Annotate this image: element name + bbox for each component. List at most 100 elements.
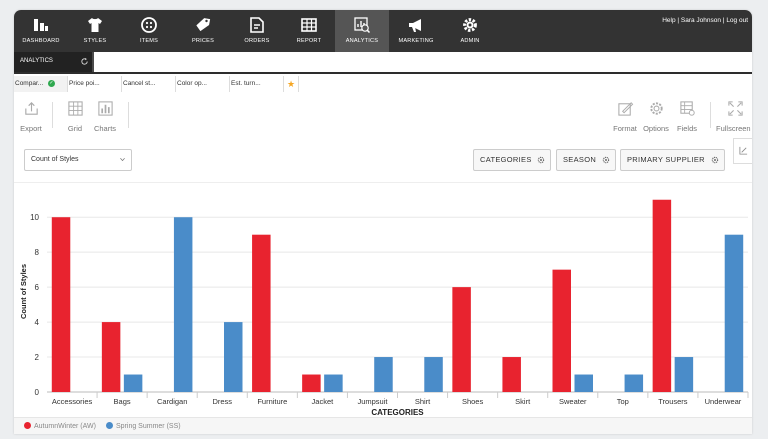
format-button[interactable]: Format [608, 100, 642, 134]
fullscreen-label: Fullscreen [716, 124, 751, 133]
tab-price-points[interactable]: Price poi... [68, 76, 122, 92]
primary-supplier-filter-label: PRIMARY SUPPLIER [627, 155, 705, 164]
report-tabs: Compar... ✓ Price poi... Cancel st... Co… [14, 74, 752, 95]
fullscreen-button[interactable]: Fullscreen [716, 100, 752, 134]
x-tick-label: Bags [114, 397, 131, 406]
bar-ss [374, 357, 393, 392]
grid-icon [68, 101, 83, 116]
nav-marketing[interactable]: MARKETING [389, 10, 443, 52]
y-axis-title: Count of Styles [19, 264, 28, 319]
x-tick-label: Shirt [415, 397, 431, 406]
export-icon [25, 102, 38, 115]
tab-cancel-status[interactable]: Cancel st... [122, 76, 176, 92]
bar-ss [224, 322, 243, 392]
user-links-separator: | [675, 17, 681, 24]
gear-icon [463, 18, 477, 32]
legend-swatch-ss [106, 422, 113, 429]
nav-analytics[interactable]: ANALYTICS [335, 10, 389, 52]
grid-button[interactable]: Grid [58, 100, 92, 134]
tab-label: Price poi... [69, 80, 100, 87]
bar-ss [674, 357, 694, 392]
fullscreen-icon [728, 101, 743, 116]
nav-orders[interactable]: ORDERS [230, 10, 284, 52]
bar-aw [652, 199, 672, 392]
nav-label: STYLES [83, 38, 107, 44]
bar-aw [51, 217, 71, 392]
toolbar-divider [128, 102, 129, 128]
refresh-icon[interactable] [80, 57, 89, 66]
bar-ss [123, 374, 143, 392]
table-icon [301, 18, 317, 32]
logout-link[interactable]: Log out [726, 17, 748, 24]
export-label: Export [20, 124, 42, 133]
tab-label: Est. turn... [231, 80, 261, 87]
x-tick-label: Top [617, 397, 629, 406]
fields-icon [680, 101, 695, 116]
y-tick-label: 8 [35, 248, 40, 257]
nav-items[interactable]: ITEMS [122, 10, 176, 52]
document-icon [250, 17, 264, 33]
nav-report[interactable]: REPORT [282, 10, 336, 52]
charts-label: Charts [93, 124, 117, 133]
primary-supplier-filter-button[interactable]: PRIMARY SUPPLIER [620, 149, 725, 171]
nav-dashboard[interactable]: DASHBOARD [14, 10, 68, 52]
analytics-content: Count of Styles CATEGORIES SEASON PRIMAR… [14, 138, 752, 434]
measure-select[interactable]: Count of Styles [24, 149, 132, 171]
chart-icon [98, 101, 113, 116]
bar-aw [452, 287, 471, 392]
nav-styles[interactable]: STYLES [68, 10, 122, 52]
legend-label-aw: AutumnWinter (AW) [34, 423, 96, 430]
y-tick-label: 4 [35, 318, 40, 327]
tab-est-turnover[interactable]: Est. turn... [230, 76, 284, 92]
y-tick-label: 6 [35, 283, 40, 292]
tab-label: Compar... [15, 80, 44, 87]
x-tick-label: Dress [212, 397, 232, 406]
fields-button[interactable]: Fields [670, 100, 704, 134]
gear-icon [650, 102, 663, 115]
nav-prices[interactable]: PRICES [176, 10, 230, 52]
bar-ss [624, 374, 644, 392]
export-button[interactable]: Export [14, 100, 48, 134]
bar-chart: 0 2 4 6 8 10 Accessories Bags Cardigan Dress Furni… [19, 199, 749, 417]
chart-settings-handle[interactable] [733, 138, 752, 164]
options-label: Options [643, 124, 669, 133]
legend-item-ss[interactable]: Spring Summer (SS) [106, 422, 181, 430]
categories-filter-button[interactable]: CATEGORIES [473, 149, 551, 171]
tab-color-options[interactable]: Color op... [176, 76, 230, 92]
fields-label: Fields [676, 124, 697, 133]
user-name-link[interactable]: Sara Johnson [680, 17, 721, 24]
tab-comparison[interactable]: Compar... ✓ [14, 76, 68, 92]
gear-icon [537, 156, 545, 164]
favorite-tab[interactable]: ★ [284, 76, 299, 92]
charts-button[interactable]: Charts [88, 100, 122, 134]
bar-aw [252, 234, 271, 392]
filter-divider [14, 182, 752, 183]
nav-admin[interactable]: ADMIN [443, 10, 497, 52]
chevron-down-icon [120, 158, 125, 162]
season-filter-label: SEASON [563, 155, 597, 164]
chart-settings-icon [739, 146, 748, 155]
x-tick-label: Jumpsuit [357, 397, 388, 406]
app-window: DASHBOARD STYLES ITEMS PRICES ORDERS REPORT AN… [14, 10, 752, 434]
x-tick-label: Skirt [515, 397, 531, 406]
nav-label: REPORT [296, 38, 322, 44]
options-button[interactable]: Options [639, 100, 673, 134]
nav-label: PRICES [191, 38, 215, 44]
x-tick-label: Underwear [705, 397, 742, 406]
toolbar: Export Grid Charts Format Options Fields… [14, 94, 752, 139]
nav-label: ADMIN [460, 38, 480, 44]
help-link[interactable]: Help [662, 17, 676, 24]
bar-ss [574, 374, 593, 392]
price-tag-icon [196, 18, 211, 32]
season-filter-button[interactable]: SEASON [556, 149, 616, 171]
section-bar: ANALYTICS [14, 52, 752, 74]
bar-aw [502, 357, 521, 392]
bar-aw [302, 374, 321, 392]
nav-label: ORDERS [244, 38, 270, 44]
bar-ss [424, 357, 443, 392]
legend-item-aw[interactable]: AutumnWinter (AW) [24, 422, 96, 430]
check-icon: ✓ [48, 80, 55, 87]
nav-label: DASHBOARD [22, 38, 60, 44]
section-bar-fill [94, 52, 752, 72]
star-icon: ★ [287, 79, 296, 89]
